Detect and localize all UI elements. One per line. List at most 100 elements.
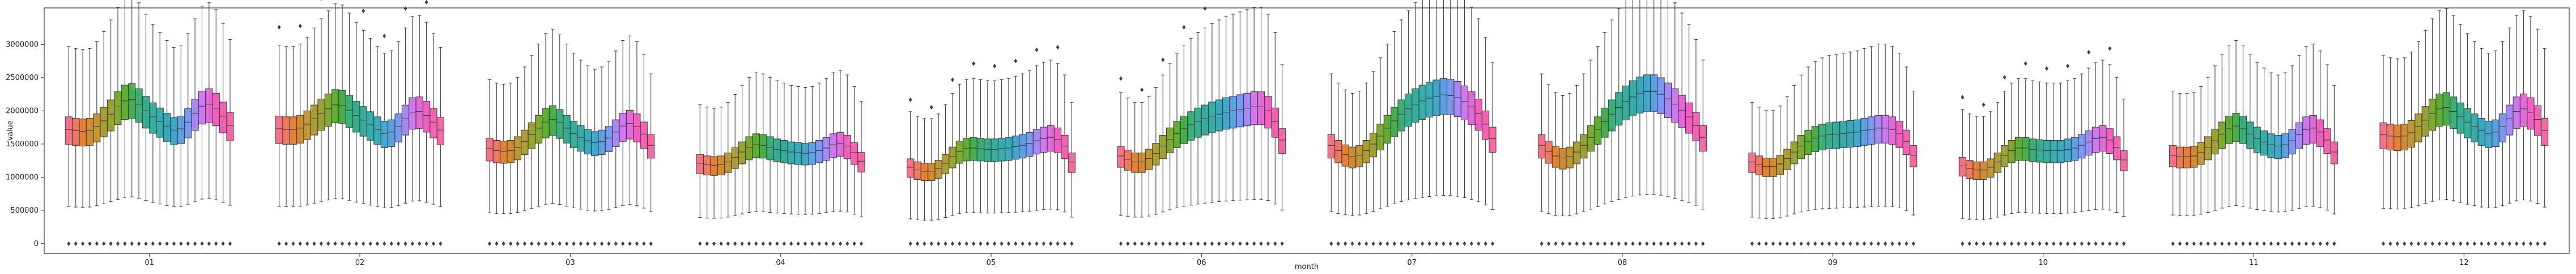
box-item	[2176, 92, 2184, 246]
box-rect	[2022, 137, 2030, 161]
box-rect	[367, 111, 375, 141]
box-item	[1910, 90, 1918, 246]
outlier-point	[705, 241, 709, 246]
outlier-point	[207, 241, 211, 246]
box-rect	[2421, 106, 2429, 137]
outlier-point	[1336, 241, 1340, 246]
box-rect	[1468, 91, 1476, 125]
outlier-point	[943, 241, 947, 246]
box-rect	[2288, 129, 2296, 155]
outlier-point	[2445, 241, 2449, 246]
box-rect	[1061, 134, 1069, 159]
box-rect	[759, 134, 767, 159]
box-item	[86, 48, 94, 246]
box-item	[745, 77, 753, 246]
box-rect	[2211, 129, 2219, 155]
box-item	[1966, 113, 1974, 246]
box-rect	[2169, 145, 2177, 167]
y-tick-label: 500000	[10, 206, 39, 215]
box-item	[2057, 82, 2065, 246]
box-item	[310, 27, 318, 246]
box-rect	[907, 158, 915, 178]
outlier-point	[712, 241, 716, 246]
box-rect	[1145, 149, 1153, 170]
box-item	[2456, 24, 2464, 246]
box-item	[2534, 28, 2541, 246]
box-item	[2064, 64, 2072, 246]
box-rect	[626, 109, 634, 140]
box-rect	[2302, 116, 2310, 145]
box-item	[963, 79, 971, 246]
outlier-point	[2094, 241, 2098, 246]
box-item	[2035, 81, 2044, 246]
outlier-point	[109, 241, 113, 246]
box-item	[1026, 70, 1034, 246]
outlier-point	[579, 241, 583, 246]
outlier-point	[2528, 241, 2532, 246]
box-rect	[2057, 140, 2065, 163]
box-rect	[86, 118, 94, 146]
outlier-point	[1799, 241, 1803, 246]
box-rect	[500, 141, 508, 164]
outlier-point	[1666, 241, 1670, 246]
box-rect	[1839, 121, 1847, 148]
box-rect	[1131, 153, 1139, 173]
box-item	[1341, 89, 1349, 246]
box-rect	[2225, 116, 2233, 144]
box-rect	[2394, 124, 2401, 151]
outlier-point	[1385, 241, 1389, 246]
box-item	[1699, 60, 1707, 246]
outlier-point	[1694, 241, 1698, 246]
box-item	[2260, 68, 2268, 246]
outlier-point	[1988, 241, 1992, 246]
x-tick-label: 10	[2038, 259, 2048, 267]
box-item	[409, 16, 416, 246]
month-group	[2379, 8, 2549, 246]
box-rect	[1166, 127, 1174, 154]
outlier-point	[621, 241, 625, 246]
box-rect	[415, 96, 423, 129]
box-rect	[920, 163, 928, 181]
box-item	[2527, 16, 2535, 246]
outlier-point	[2199, 241, 2203, 246]
box-item	[1551, 91, 1559, 246]
box-item	[1412, 2, 1419, 246]
outlier-point	[1652, 241, 1656, 246]
outlier-point	[1427, 241, 1431, 246]
box-item	[913, 116, 921, 246]
outlier-point	[389, 241, 393, 246]
box-item	[1131, 102, 1139, 246]
box-rect	[563, 115, 571, 144]
box-item	[2232, 40, 2240, 246]
outlier-point	[916, 241, 920, 246]
outlier-point	[2003, 241, 2007, 246]
box-item	[107, 19, 115, 246]
box-item	[1040, 62, 1048, 246]
x-tick-label: 12	[2459, 259, 2469, 267]
outlier-point	[1469, 241, 1473, 246]
outlier-point	[2507, 241, 2511, 246]
box-item	[1005, 78, 1013, 246]
box-rect	[633, 113, 641, 142]
outlier-point	[116, 241, 120, 246]
box-rect	[1215, 99, 1223, 132]
box-rect	[121, 85, 129, 120]
outlier-point	[1421, 241, 1425, 246]
box-item	[2519, 10, 2528, 246]
box-rect	[1362, 140, 1370, 163]
box-rect	[829, 133, 838, 158]
box-rect	[2008, 140, 2016, 163]
box-item	[1839, 53, 1847, 246]
box-rect	[949, 146, 957, 168]
box-rect	[2442, 92, 2450, 126]
outlier-point	[838, 241, 842, 246]
outlier-point	[1000, 241, 1004, 246]
box-item	[1958, 95, 1966, 246]
box-rect	[359, 106, 367, 137]
outlier-point	[1547, 241, 1551, 246]
box-item	[1180, 25, 1188, 246]
box-rect	[1180, 116, 1188, 144]
box-item	[2014, 78, 2022, 246]
box-item	[521, 66, 529, 246]
outlier-point	[1266, 241, 1270, 246]
